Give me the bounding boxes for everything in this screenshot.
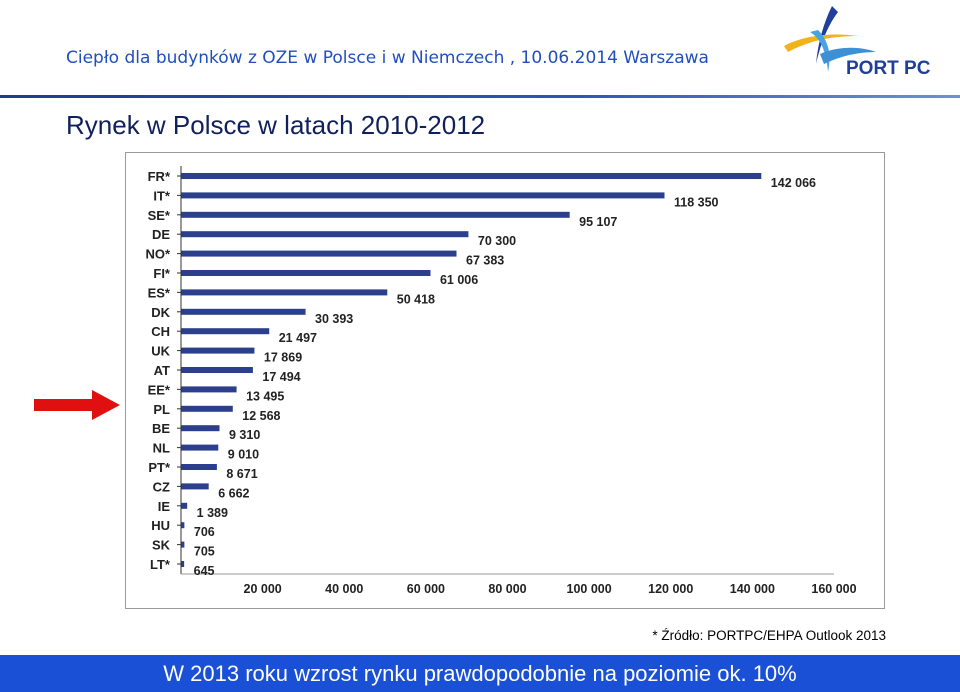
bar <box>181 289 388 296</box>
category-label: FI* <box>153 266 171 281</box>
bar <box>181 231 469 238</box>
x-tick-label: 120 000 <box>648 582 693 596</box>
value-label: 6 662 <box>218 486 249 500</box>
category-label: IE <box>158 499 171 514</box>
category-label: BE <box>152 421 170 436</box>
bar <box>181 192 665 199</box>
value-label: 17 494 <box>262 370 300 384</box>
category-label: DK <box>151 305 170 320</box>
x-tick-label: 40 000 <box>325 582 363 596</box>
category-label: CZ <box>153 479 170 494</box>
category-label: PL <box>153 402 170 417</box>
presentation-header-title: Ciepło dla budynków z OZE w Polsce i w N… <box>66 48 709 68</box>
value-label: 8 671 <box>226 467 257 481</box>
value-label: 705 <box>194 545 215 559</box>
category-label: UK <box>151 344 170 359</box>
bar <box>181 444 219 451</box>
bar-chart: FR* 142 066 IT* 118 350 SE* 95 107 DE 70 300 NO*… <box>145 166 857 596</box>
category-label: PT* <box>148 460 171 475</box>
value-label: 9 010 <box>228 448 259 462</box>
category-label: CH <box>151 324 170 339</box>
category-label: SK <box>152 538 171 553</box>
category-label: DE <box>152 227 170 242</box>
bar <box>181 308 306 315</box>
x-tick-label: 140 000 <box>730 582 775 596</box>
value-label: 70 300 <box>478 234 516 248</box>
bar <box>181 483 209 490</box>
bar <box>181 250 457 257</box>
bar <box>181 386 237 393</box>
value-label: 142 066 <box>771 176 816 190</box>
highlight-arrow-icon <box>34 390 120 420</box>
bar <box>181 464 217 470</box>
bar <box>181 405 233 412</box>
bar <box>181 502 188 509</box>
bottom-banner: W 2013 roku wzrost rynku prawdopodobnie … <box>0 655 960 692</box>
value-label: 12 568 <box>242 409 280 423</box>
chart-frame: FR* 142 066 IT* 118 350 SE* 95 107 DE 70 300 NO*… <box>125 152 885 609</box>
source-note: * Źródło: PORTPC/EHPA Outlook 2013 <box>652 628 886 643</box>
category-label: EE* <box>148 382 171 397</box>
category-label: NO* <box>145 247 171 262</box>
value-label: 645 <box>194 564 215 578</box>
category-label: LT* <box>150 557 171 572</box>
x-tick-label: 100 000 <box>567 582 612 596</box>
port-pc-logo-icon <box>784 6 876 72</box>
slide-title: Rynek w Polsce w latach 2010-2012 <box>66 110 486 140</box>
value-label: 67 383 <box>466 254 504 268</box>
bar <box>181 561 185 567</box>
value-label: 706 <box>194 525 215 539</box>
bar <box>181 541 185 548</box>
category-label: SE* <box>148 208 171 223</box>
x-tick-label: 20 000 <box>244 582 282 596</box>
x-tick-label: 60 000 <box>407 582 445 596</box>
value-label: 9 310 <box>229 428 260 442</box>
x-tick-label: 80 000 <box>488 582 526 596</box>
value-label: 61 006 <box>440 273 478 287</box>
header-divider <box>0 95 960 98</box>
value-label: 21 497 <box>279 331 317 345</box>
value-label: 50 418 <box>397 292 435 306</box>
bar <box>181 522 185 529</box>
category-label: ES* <box>148 285 171 300</box>
value-label: 95 107 <box>579 215 617 229</box>
x-tick-label: 160 000 <box>811 582 856 596</box>
bar <box>181 211 570 218</box>
bar <box>181 367 253 373</box>
category-label: IT* <box>153 188 171 203</box>
value-label: 30 393 <box>315 312 353 326</box>
category-label: NL <box>153 441 170 456</box>
bar <box>181 270 431 276</box>
value-label: 13 495 <box>246 389 284 403</box>
value-label: 118 350 <box>674 195 719 209</box>
category-label: FR* <box>148 169 171 184</box>
bar <box>181 328 270 335</box>
category-label: HU <box>151 518 170 533</box>
bottom-banner-text: W 2013 roku wzrost rynku prawdopodobnie … <box>163 661 797 686</box>
logo-text: PORT PC <box>846 58 931 79</box>
bar <box>181 173 762 179</box>
bar <box>181 347 255 354</box>
category-label: AT <box>154 363 170 378</box>
bar <box>181 425 220 432</box>
value-label: 1 389 <box>197 506 228 520</box>
value-label: 17 869 <box>264 351 302 365</box>
